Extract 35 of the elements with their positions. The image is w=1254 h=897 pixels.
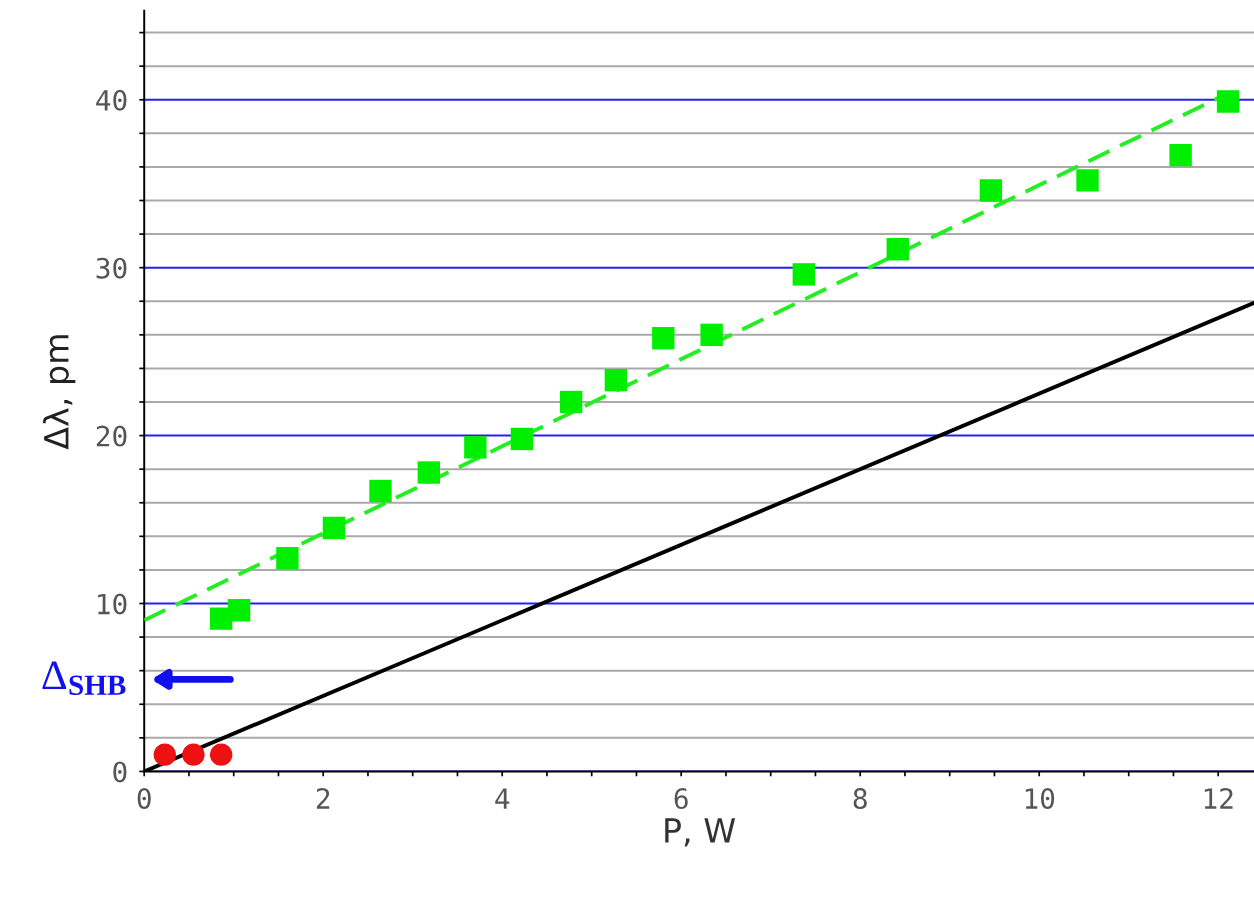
point xyxy=(182,743,205,766)
point xyxy=(417,461,441,484)
point xyxy=(559,390,583,414)
point xyxy=(510,427,534,451)
y-tick-label: 10 xyxy=(98,593,127,615)
point xyxy=(464,436,487,459)
x-tick-label: 12 xyxy=(1204,788,1233,809)
y-tick-label: 20 xyxy=(96,425,127,447)
x-tick-label: 0 xyxy=(137,788,151,810)
y-axis-title: Δλ, pm xyxy=(43,335,76,450)
x-tick-label: 10 xyxy=(1025,788,1055,810)
point xyxy=(886,238,909,261)
y-tick-label: 0 xyxy=(113,761,127,783)
point xyxy=(652,327,675,350)
point xyxy=(369,479,392,503)
point xyxy=(209,743,233,766)
point xyxy=(1076,169,1099,192)
point xyxy=(322,516,346,540)
point xyxy=(276,546,299,570)
point xyxy=(604,368,628,392)
point xyxy=(227,599,251,622)
x-tick-label: 6 xyxy=(674,788,688,810)
text: Δ$_{SHB}$ xyxy=(42,661,126,696)
x-tick-label: 4 xyxy=(495,788,510,809)
y-tick-label: 40 xyxy=(96,89,127,111)
point xyxy=(700,323,723,347)
point xyxy=(792,263,816,286)
point xyxy=(153,743,176,766)
x-tick-label: 2 xyxy=(316,788,330,809)
point xyxy=(1169,143,1192,167)
point xyxy=(1216,90,1240,113)
x-axis-title: P, W xyxy=(665,818,736,847)
y-tick-label: 30 xyxy=(96,257,127,279)
x-tick-label: 8 xyxy=(853,788,867,810)
point xyxy=(979,179,1003,202)
